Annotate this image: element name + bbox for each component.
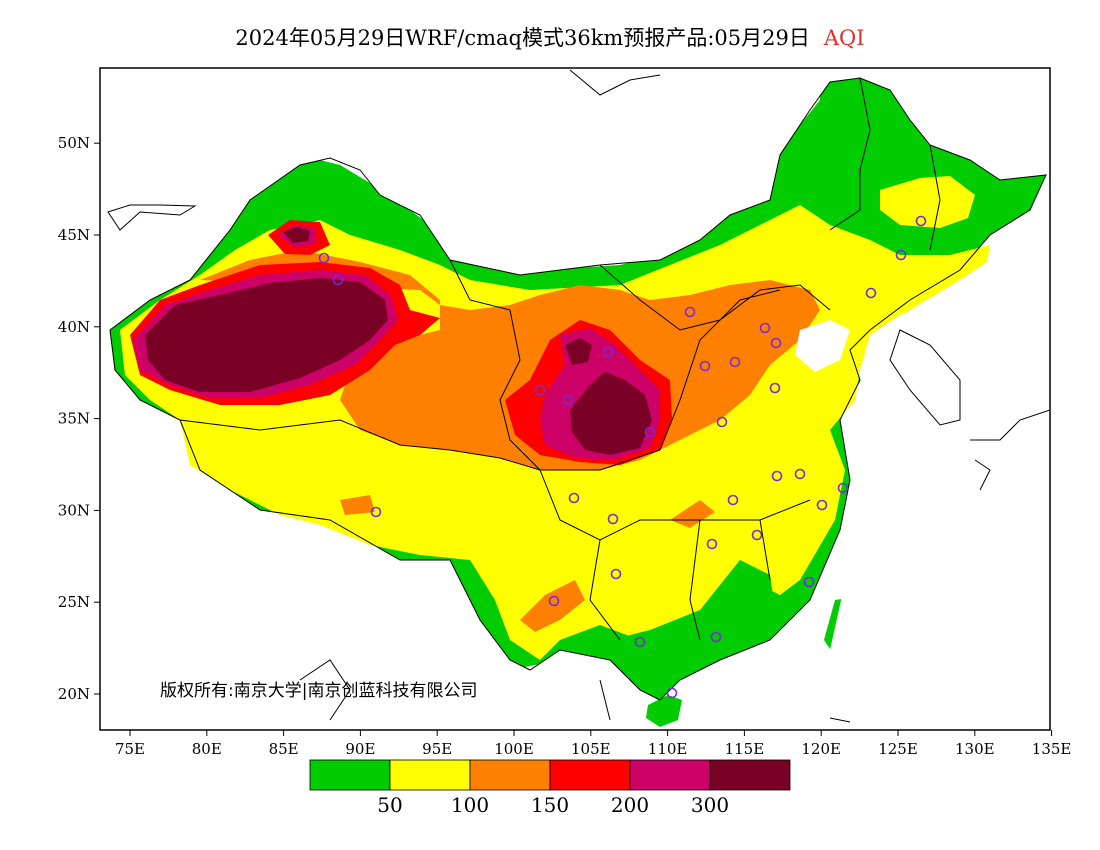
station-marker [370, 506, 382, 518]
title-main: 2024年05月29日WRF/cmaq模式36km预报产品:05月29日 [235, 26, 810, 50]
x-axis: 75E 80E 85E 90E 95E 100E 105E 110E 115E 120E 125E 1… [115, 730, 1071, 758]
title-variable: AQI [823, 26, 865, 50]
aqi-zone-orange-s3 [670, 500, 715, 528]
map-title: 2024年05月29日WRF/cmaq模式36km预报产品:05月29日 AQI [0, 22, 1100, 52]
aqi-zone-darkred-center [570, 372, 652, 455]
outside-north [100, 68, 820, 300]
station-marker [915, 215, 927, 227]
x-tick-label: 90E [345, 740, 375, 758]
legend-label: 50 [377, 793, 402, 817]
station-marker [644, 426, 656, 438]
station-marker [684, 306, 696, 318]
station-marker [534, 384, 546, 396]
station-marker [332, 274, 344, 286]
color-legend: 50 100 150 200 300 [309, 759, 791, 817]
station-marker [548, 595, 560, 607]
station-marker [607, 513, 619, 525]
aqi-zone-darkred-n [565, 338, 592, 365]
x-tick-label: 80E [192, 740, 222, 758]
station-marker [716, 416, 728, 428]
y-tick-label: 50N [58, 134, 90, 152]
x-tick-label: 115E [725, 740, 765, 758]
legend-label: 150 [531, 793, 569, 817]
station-marker [865, 287, 877, 299]
aqi-zone-darkred-nw [283, 227, 310, 243]
aqi-zone-orange-s1 [340, 495, 375, 515]
map-frame [99, 67, 1051, 731]
legend-swatch [629, 759, 711, 791]
station-marker [610, 568, 622, 580]
legend-swatch [549, 759, 631, 791]
station-marker [318, 252, 330, 264]
y-tick-label: 30N [58, 501, 90, 519]
x-tick-label: 85E [269, 740, 299, 758]
legend-label: 300 [691, 793, 729, 817]
boundaries [107, 69, 1050, 723]
station-marker [634, 636, 646, 648]
x-tick-label: 130E [955, 740, 995, 758]
station-marker [729, 356, 741, 368]
x-tick-label: 100E [494, 740, 534, 758]
legend-swatch [309, 759, 391, 791]
station-marker [666, 687, 678, 699]
station-marker [568, 492, 580, 504]
sea-east [830, 240, 1050, 730]
x-tick-label: 95E [422, 740, 452, 758]
x-tick-label: 75E [115, 740, 145, 758]
station-marker [803, 576, 815, 588]
y-tick-label: 40N [58, 318, 90, 336]
outside-south [100, 560, 650, 730]
aqi-field [100, 68, 1050, 730]
aqi-zone-green-south [610, 560, 775, 672]
x-tick-label: 105E [571, 740, 611, 758]
legend-label: 100 [451, 793, 489, 817]
station-marker [710, 631, 722, 643]
x-tick-label: 125E [878, 740, 918, 758]
legend-label: 200 [611, 793, 649, 817]
y-axis: 20N 25N 30N 35N 40N 45N 50N [58, 134, 100, 703]
station-marker [562, 394, 574, 406]
station-marker [769, 382, 781, 394]
x-tick-label: 110E [648, 740, 688, 758]
x-tick-label: 120E [801, 740, 841, 758]
bohai-sea [795, 320, 850, 372]
aqi-zone-yellow-ne [880, 176, 975, 228]
station-marker [727, 494, 739, 506]
copyright-text: 版权所有:南京大学|南京创蓝科技有限公司 [160, 681, 477, 701]
y-tick-label: 20N [58, 685, 90, 703]
station-marker [699, 360, 711, 372]
x-tick-label: 135E [1032, 740, 1072, 758]
y-tick-label: 25N [58, 593, 90, 611]
station-marker [751, 529, 763, 541]
station-marker [770, 337, 782, 349]
station-marker [837, 482, 849, 494]
legend-swatch [709, 759, 791, 791]
aqi-zone-darkred [145, 278, 388, 392]
station-markers [318, 215, 927, 699]
station-marker [706, 538, 718, 550]
station-marker [895, 249, 907, 261]
hainan-island [646, 695, 682, 727]
legend-swatch [389, 759, 471, 791]
station-marker [771, 470, 783, 482]
station-marker [759, 322, 771, 334]
y-tick-label: 35N [58, 410, 90, 428]
station-marker [816, 499, 828, 511]
legend-swatch [469, 759, 551, 791]
y-tick-label: 45N [58, 226, 90, 244]
station-marker [794, 468, 806, 480]
station-marker [602, 346, 614, 358]
